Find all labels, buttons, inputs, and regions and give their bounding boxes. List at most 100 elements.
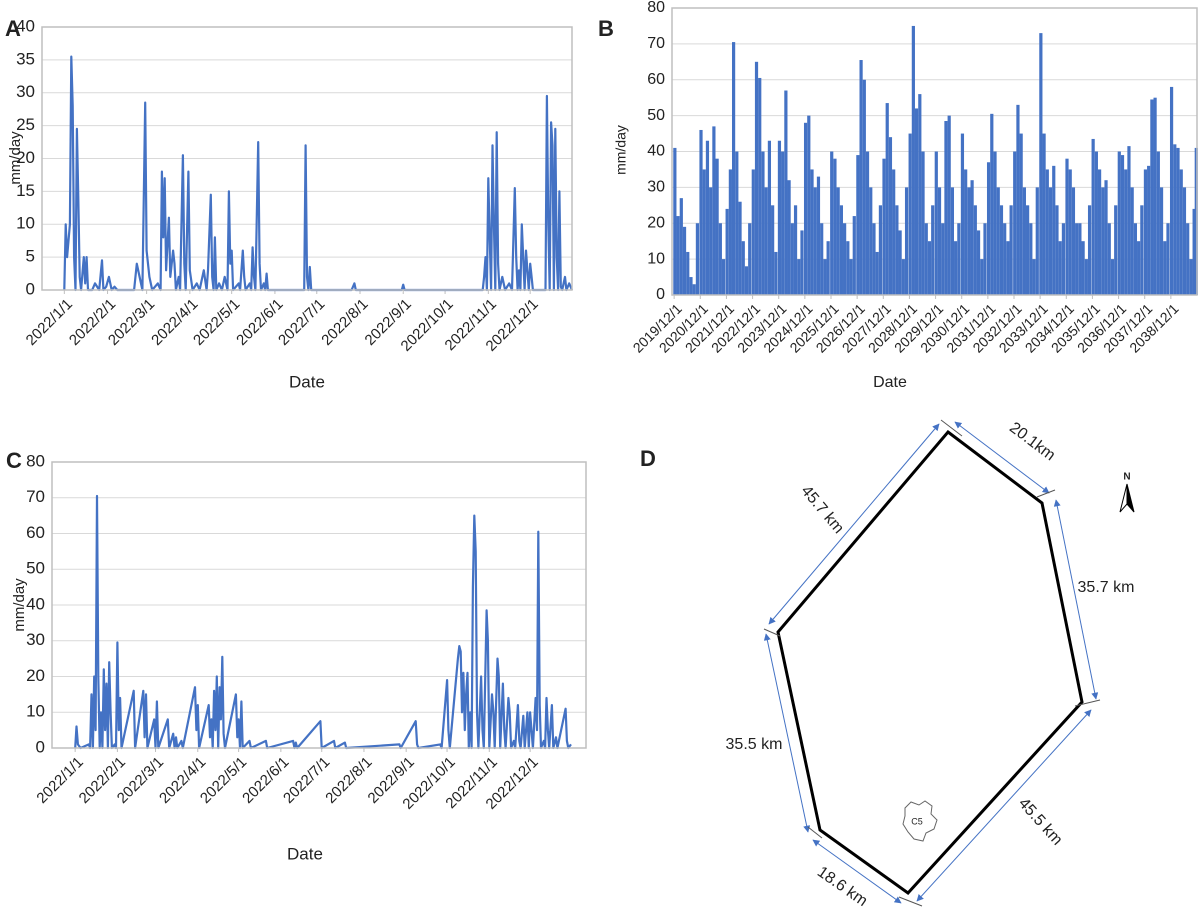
spike [1006,241,1010,295]
spike [1163,241,1167,295]
spike [957,223,961,295]
y-axis-label: mm/day [11,578,28,632]
spike [1078,223,1082,295]
spike [793,205,798,295]
plot-frame [671,7,1198,296]
spike [718,223,722,295]
spike [872,223,876,295]
spike [875,251,879,295]
spike [980,259,984,295]
spike [1068,169,1072,295]
spike [865,151,870,295]
spike [1124,169,1128,295]
spike [777,140,782,295]
spike [836,187,840,295]
panel-label: A [5,16,21,41]
spike [738,201,742,295]
spike [1182,187,1187,295]
spike [976,230,981,295]
spike [676,216,680,295]
spike [892,169,896,295]
spike [983,223,987,295]
spike [699,129,703,295]
x-tick-label: 2022/5/1 [190,296,243,349]
spike [1101,187,1105,295]
spike [1081,241,1085,295]
spike [787,180,791,295]
spike [856,155,860,295]
y-tick-label: 5 [26,247,35,266]
spike [1153,97,1157,295]
panel-label: C [6,448,22,473]
spike [898,230,902,295]
spike [728,169,732,295]
spike [869,187,873,295]
spike [1104,180,1108,295]
spike [1084,259,1088,295]
spike [1120,155,1125,295]
spike [1075,223,1079,295]
y-tick-label: 60 [26,523,45,542]
y-axis-label: mm/day [613,125,629,175]
spike [1094,151,1098,295]
spike [849,259,853,295]
y-tick-label: 15 [16,181,35,200]
spike [1029,223,1033,295]
spike [1097,169,1102,295]
y-tick-label: 35 [16,49,35,68]
spike [954,241,958,295]
y-tick-label: 0 [26,279,35,298]
spike [1189,259,1193,295]
spike [803,122,808,295]
spike [914,108,919,295]
spike [767,140,772,295]
spike [790,223,794,295]
plot-frame [51,461,587,749]
spike [882,158,886,295]
y-tick-label: 30 [26,630,45,649]
chart: C010203040506070802022/1/12022/2/12022/3… [6,448,587,863]
spike [934,151,938,295]
spike [1110,259,1115,295]
spike [839,205,843,295]
spike [1147,165,1151,295]
spike [744,266,749,295]
spike [1173,144,1177,295]
spike [689,277,693,295]
spike [921,151,925,295]
spike [813,187,817,295]
spike [970,180,974,295]
y-tick-label: 50 [647,107,665,124]
panel-label: D [640,446,656,471]
spike [774,251,778,295]
spike [731,42,736,295]
spike [771,205,775,295]
y-tick-label: 10 [16,214,35,233]
site-outline [902,800,938,842]
edge-label: 45.7 km [797,483,847,538]
spike [686,251,690,295]
y-tick-label: 40 [26,594,45,613]
spike [1186,223,1190,295]
edge-label: 20.1km [1006,419,1058,464]
spike [682,226,687,295]
spike [1127,146,1131,295]
y-tick-label: 10 [647,250,665,267]
spike [964,169,968,295]
spike [950,187,955,295]
spike [1019,133,1023,295]
x-tick-label: 2022/7/1 [275,296,328,349]
spike [1192,208,1196,295]
spike [1130,187,1134,295]
north-arrow [1119,483,1128,513]
spike [1035,187,1039,295]
y-tick-label: 0 [36,737,45,756]
spike [1143,169,1148,295]
north-label: N [1123,472,1130,483]
spike [1176,147,1180,295]
spike [937,187,942,295]
spike [1156,151,1160,295]
spike [1032,259,1036,295]
spike [725,208,729,295]
